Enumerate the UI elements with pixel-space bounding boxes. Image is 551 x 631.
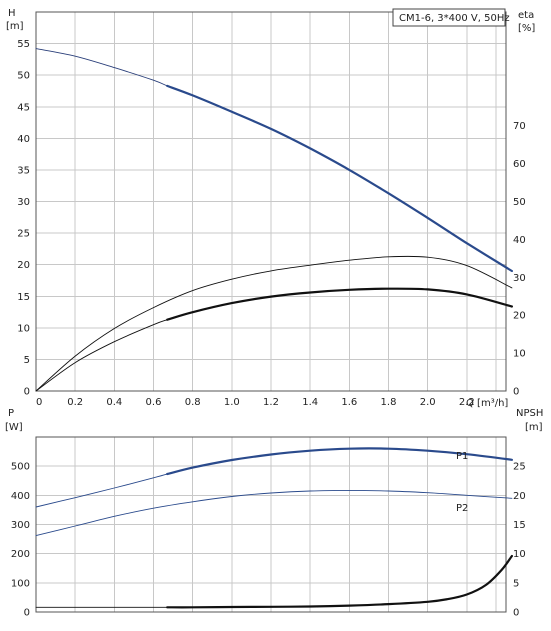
x-tick-label: 0.8 bbox=[185, 397, 201, 408]
series-NPSH bbox=[166, 554, 513, 609]
left-tick-label: 35 bbox=[17, 165, 30, 176]
left-tick-label: 10 bbox=[17, 323, 30, 334]
x-tick-label: 0.4 bbox=[106, 397, 122, 408]
upper-x-ticks: 0 0.2 0.4 0.6 0.8 1.0 1.2 1.4 1.6 1.8 2.0 2.2 bbox=[36, 397, 475, 408]
series-P2 bbox=[35, 489, 513, 537]
x-tick-label: 1.6 bbox=[341, 397, 357, 408]
series-eta-total bbox=[35, 255, 513, 392]
x-tick-label: 2.2 bbox=[459, 397, 475, 408]
left-tick-label: 300 bbox=[11, 520, 30, 531]
right-tick-label: 10 bbox=[513, 349, 526, 360]
npsh-axis-unit: [m] bbox=[525, 422, 543, 433]
legend-box bbox=[392, 8, 506, 27]
upper-left-ticks: 0 5 10 15 20 25 30 35 40 45 50 55 bbox=[17, 39, 30, 397]
right-tick-label: 70 bbox=[513, 121, 526, 132]
left-tick-label: 5 bbox=[24, 355, 30, 366]
series-P1 bbox=[166, 447, 513, 476]
p-axis-unit: [W] bbox=[5, 422, 23, 433]
x-tick-label: 0 bbox=[36, 397, 42, 408]
right-tick-label: 30 bbox=[513, 273, 526, 284]
left-tick-label: 100 bbox=[11, 578, 30, 589]
eta-axis-unit: [%] bbox=[518, 23, 535, 34]
series-H bbox=[166, 84, 513, 273]
upper-grid bbox=[36, 12, 506, 391]
left-tick-label: 0 bbox=[24, 608, 30, 619]
h-axis-label: H bbox=[8, 8, 16, 19]
left-tick-label: 15 bbox=[17, 292, 30, 303]
left-tick-label: 500 bbox=[11, 462, 30, 473]
right-tick-label: 10 bbox=[513, 549, 526, 560]
left-tick-label: 40 bbox=[17, 134, 30, 145]
x-tick-label: 2.0 bbox=[420, 397, 436, 408]
x-tick-label: 0.6 bbox=[146, 397, 162, 408]
left-tick-label: 45 bbox=[17, 102, 30, 113]
lower-left-ticks: 0 100 200 300 400 500 bbox=[11, 462, 30, 619]
series-P1-extended bbox=[35, 473, 168, 508]
x-tick-label: 1.8 bbox=[381, 397, 397, 408]
x-tick-label: 1.2 bbox=[263, 397, 279, 408]
series-H-extended bbox=[35, 48, 168, 87]
left-tick-label: 30 bbox=[17, 197, 30, 208]
right-tick-label: 0 bbox=[513, 387, 519, 398]
x-tick-label: 1.0 bbox=[224, 397, 240, 408]
h-axis-unit: [m] bbox=[6, 21, 24, 32]
lower-right-ticks: 0 5 10 15 20 25 bbox=[513, 462, 526, 619]
p2-curve-label: P2 bbox=[456, 503, 468, 514]
left-tick-label: 55 bbox=[17, 39, 30, 50]
series-eta-hydraulic-extended bbox=[35, 319, 168, 392]
q-axis-label: Q [m³/h] bbox=[466, 398, 508, 409]
lower-grid bbox=[36, 437, 506, 612]
x-tick-label: 0.2 bbox=[67, 397, 83, 408]
right-tick-label: 60 bbox=[513, 159, 526, 170]
right-tick-label: 50 bbox=[513, 197, 526, 208]
npsh-axis-label: NPSH bbox=[516, 408, 543, 419]
eta-axis-label: eta bbox=[518, 10, 534, 21]
series-eta-hydraulic bbox=[166, 287, 513, 321]
x-tick-label: 1.4 bbox=[302, 397, 318, 408]
right-tick-label: 25 bbox=[513, 462, 526, 473]
upper-plot-frame bbox=[35, 11, 507, 392]
left-tick-label: 50 bbox=[17, 71, 30, 82]
left-tick-label: 25 bbox=[17, 229, 30, 240]
upper-series bbox=[35, 48, 513, 392]
p1-curve-label: P1 bbox=[456, 451, 468, 462]
left-tick-label: 400 bbox=[11, 491, 30, 502]
right-tick-label: 20 bbox=[513, 491, 526, 502]
legend-text: CM1-6, 3*400 V, 50Hz bbox=[399, 13, 510, 24]
left-tick-label: 200 bbox=[11, 549, 30, 560]
p-axis-label: P bbox=[8, 408, 14, 419]
right-tick-label: 20 bbox=[513, 311, 526, 322]
right-tick-label: 0 bbox=[513, 608, 519, 619]
lower-plot-frame bbox=[35, 436, 507, 613]
right-tick-label: 5 bbox=[513, 578, 519, 589]
lower-series bbox=[35, 447, 513, 609]
upper-right-ticks: 0 10 20 30 40 50 60 70 bbox=[513, 121, 526, 397]
right-tick-label: 15 bbox=[513, 520, 526, 531]
left-tick-label: 20 bbox=[17, 260, 30, 271]
left-tick-label: 0 bbox=[24, 387, 30, 398]
right-tick-label: 40 bbox=[513, 235, 526, 246]
